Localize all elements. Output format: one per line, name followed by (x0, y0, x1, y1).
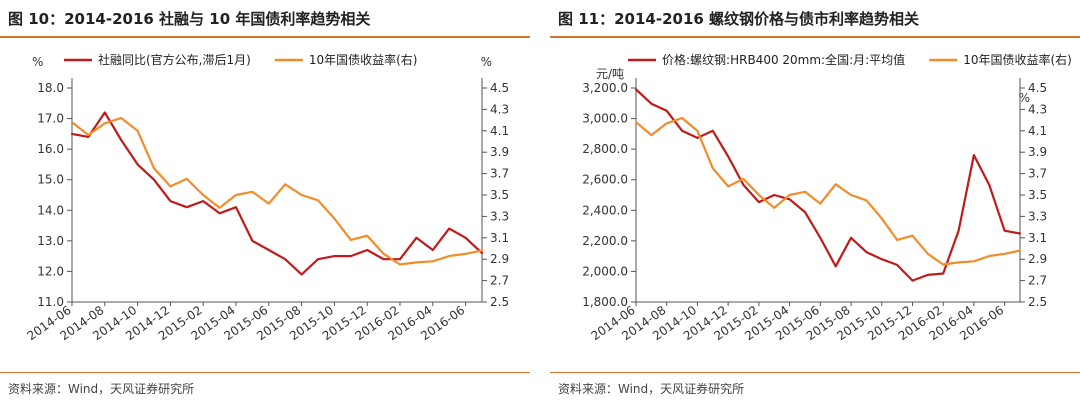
legend-label-1: 价格:螺纹钢:HRB400 20mm:全国:月:平均值 (662, 52, 905, 67)
chart-panel-left: 图 10：2014-2016 社融与 10 年国债利率趋势相关 11.0 12.0… (0, 0, 530, 410)
right-axis-unit: % (481, 55, 492, 69)
right-tick-label: 3.7 (1028, 167, 1047, 181)
left-tick-label: 12.0 (37, 264, 64, 278)
left-tick-label: 11.0 (37, 295, 64, 309)
series-line-2 (634, 116, 1022, 266)
right-tick-label: 4.1 (490, 124, 509, 138)
right-tick-label: 4.3 (490, 102, 509, 116)
right-tick-label: 3.3 (1028, 209, 1047, 223)
source-note: 资料来源：Wind，天风证券研究所 (558, 382, 745, 396)
line-chart: 11.0 12.0 13.0 14.0 15.0 16.0 17.0 18.0 2.5 2.7 2.… (25, 52, 509, 343)
bottom-divider (550, 372, 1080, 373)
title-divider (550, 36, 1080, 38)
left-tick-label: 14.0 (37, 203, 64, 217)
left-tick-label: 16.0 (37, 142, 64, 156)
left-tick-label: 2,800.0 (582, 142, 628, 156)
right-tick-label: 4.1 (1028, 124, 1047, 138)
right-tick-label: 4.5 (1028, 81, 1047, 95)
left-tick-label: 2,000.0 (582, 264, 628, 278)
title-divider (0, 36, 530, 38)
left-tick-label: 18.0 (37, 81, 64, 95)
legend-label-1: 社融同比(官方公布,滞后1月) (98, 52, 251, 67)
right-tick-label: 2.9 (490, 252, 509, 266)
series-line-1 (634, 88, 1022, 282)
right-tick-label: 3.9 (1028, 145, 1047, 159)
left-tick-label: 3,200.0 (582, 81, 628, 95)
series-line-1 (70, 111, 484, 276)
right-tick-label: 2.5 (490, 295, 509, 309)
figure-title: 图 10：2014-2016 社融与 10 年国债利率趋势相关 (8, 10, 371, 28)
left-tick-label: 17.0 (37, 112, 64, 126)
right-tick-label: 3.5 (1028, 188, 1047, 202)
right-tick-label: 3.7 (490, 167, 509, 181)
right-tick-label: 4.5 (490, 81, 509, 95)
right-tick-label: 3.1 (1028, 231, 1047, 245)
right-tick-label: 3.1 (490, 231, 509, 245)
left-tick-label: 1,800.0 (582, 295, 628, 309)
left-axis-unit: % (32, 55, 43, 69)
right-tick-label: 4.3 (1028, 102, 1047, 116)
left-tick-label: 15.0 (37, 173, 64, 187)
right-tick-label: 2.7 (1028, 274, 1047, 288)
figure-title: 图 11：2014-2016 螺纹钢价格与债市利率趋势相关 (558, 10, 920, 28)
series-line-2 (70, 116, 484, 266)
left-axis-unit: 元/吨 (596, 67, 624, 81)
right-tick-label: 2.9 (1028, 252, 1047, 266)
left-tick-label: 2,600.0 (582, 173, 628, 187)
right-tick-label: 3.9 (490, 145, 509, 159)
right-tick-label: 3.3 (490, 209, 509, 223)
legend-label-2: 10年国债收益率(右) (309, 52, 418, 67)
bottom-divider (0, 372, 530, 373)
right-tick-label: 2.7 (490, 274, 509, 288)
left-tick-label: 13.0 (37, 234, 64, 248)
left-tick-label: 2,400.0 (582, 203, 628, 217)
left-tick-label: 3,000.0 (582, 112, 628, 126)
legend-label-2: 10年国债收益率(右) (963, 52, 1072, 67)
right-tick-label: 3.5 (490, 188, 509, 202)
right-tick-label: 2.5 (1028, 295, 1047, 309)
right-axis-unit: % (1019, 91, 1030, 105)
source-note: 资料来源：Wind，天风证券研究所 (8, 382, 195, 396)
left-tick-label: 2,200.0 (582, 234, 628, 248)
line-chart: 1,800.0 2,000.0 2,200.0 2,400.0 2,600.0 2,800… (582, 52, 1072, 343)
chart-panel-right: 图 11：2014-2016 螺纹钢价格与债市利率趋势相关 1,800.0 2,0… (550, 0, 1080, 410)
